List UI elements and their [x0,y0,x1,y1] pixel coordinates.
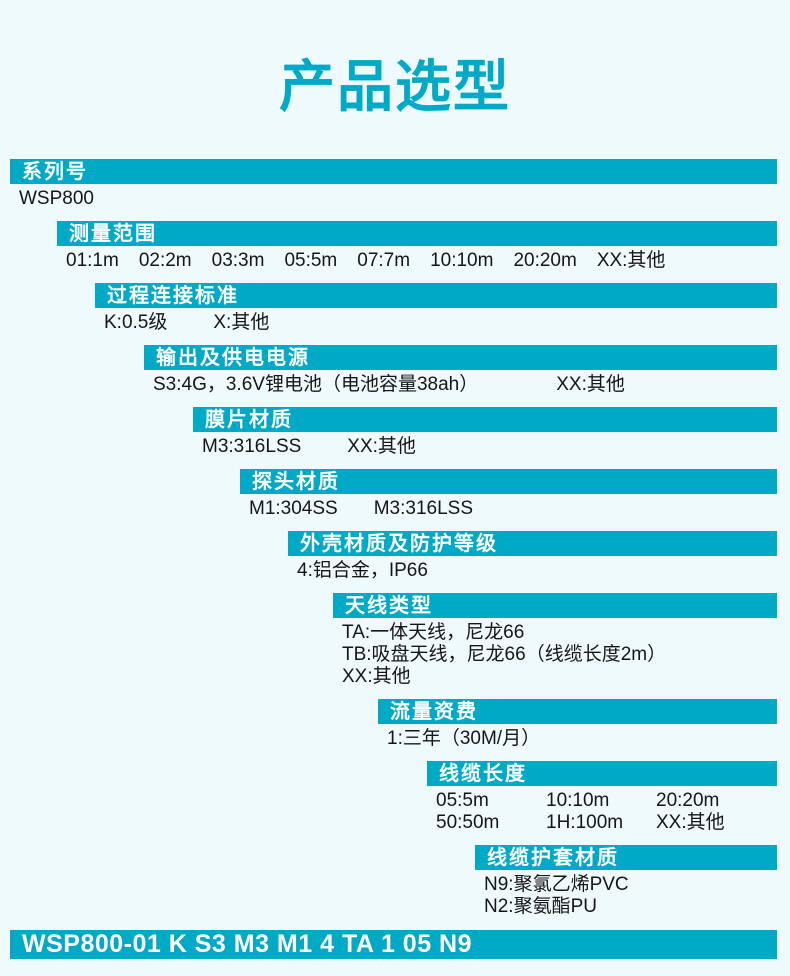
section-series-number: 系列号 WSP800 [10,159,777,210]
option-line: TB:吸盘天线，尼龙66（线缆长度2m） [342,644,777,666]
section-cable-length: 线缆长度 05:5m 10:10m 20:20m 50:50m 1H:100m XX:其他 [427,761,777,834]
section-cable-sheath-material: 线缆护套材质 N9:聚氯乙烯PVC N2:聚氨酯PU [475,845,777,918]
option-item: TB:吸盘天线，尼龙66（线缆长度2m） [342,644,667,665]
section-options: K:0.5级 X:其他 [95,308,777,334]
section-options: TA:一体天线，尼龙66 TB:吸盘天线，尼龙66（线缆长度2m） XX:其他 [333,618,777,688]
section-options: 05:5m 10:10m 20:20m 50:50m 1H:100m XX:其他 [427,786,777,834]
section-measuring-range: 测量范围 01:1m 02:2m 03:3m 05:5m 07:7m 10:10m 20:2… [57,221,777,272]
section-title: 探头材质 [252,470,340,493]
section-title: 线缆护套材质 [487,846,619,869]
option-item: 02:2m [138,250,192,271]
section-probe-material: 探头材质 M1:304SS M3:316LSS [240,469,777,520]
section-options: M3:316LSS XX:其他 [193,432,777,458]
option-item: K:0.5级 [104,312,168,333]
option-line: 05:5m 10:10m 20:20m [436,790,777,812]
option-item: 05:5m [436,790,489,811]
option-line: S3:4G，3.6V锂电池（电池容量38ah） XX:其他 [153,374,777,396]
section-title: 膜片材质 [205,408,293,431]
section-antenna-type: 天线类型 TA:一体天线，尼龙66 TB:吸盘天线，尼龙66（线缆长度2m） XX:… [333,593,777,688]
section-title: 天线类型 [345,594,433,617]
section-header-bar: 探头材质 [240,469,777,494]
option-line: M3:316LSS XX:其他 [202,436,777,458]
section-diaphragm-material: 膜片材质 M3:316LSS XX:其他 [193,407,777,458]
option-line: N9:聚氯乙烯PVC [484,874,777,896]
option-item: N9:聚氯乙烯PVC [484,874,629,895]
section-header-bar: 测量范围 [57,221,777,246]
section-header-bar: 流量资费 [378,699,777,724]
option-line: 50:50m 1H:100m XX:其他 [436,812,777,834]
section-housing-material-and-protection-rating: 外壳材质及防护等级 4:铝合金，IP66 [288,531,777,582]
section-header-bar: 外壳材质及防护等级 [288,531,777,556]
section-title: 流量资费 [390,700,478,723]
option-line: N2:聚氨酯PU [484,896,777,918]
option-item: XX:其他 [596,250,666,271]
option-line: 4:铝合金，IP66 [297,560,777,582]
option-item: XX:其他 [342,666,411,687]
option-item: 05:5m [284,250,338,271]
option-line: M1:304SS M3:316LSS [249,498,777,520]
section-options: WSP800 [10,184,777,210]
section-options: N9:聚氯乙烯PVC N2:聚氨酯PU [475,870,777,918]
option-line: K:0.5级 X:其他 [104,312,777,334]
option-item: M3:316LSS [373,498,474,519]
option-item: M3:316LSS [202,436,302,457]
option-item: 50:50m [436,812,500,833]
option-item: N2:聚氨酯PU [484,896,597,917]
option-item: 10:10m [546,790,610,811]
section-title: 线缆长度 [439,762,527,785]
section-title: 外壳材质及防护等级 [300,532,498,555]
option-item: 10:10m [430,250,494,271]
option-item: 1:三年（30M/月） [387,728,541,749]
option-item: S3:4G，3.6V锂电池（电池容量38ah） [153,374,479,395]
section-title: 系列号 [22,160,88,183]
product-code-bar: WSP800-01 K S3 M3 M1 4 TA 1 05 N9 [10,930,777,959]
product-code: WSP800-01 K S3 M3 M1 4 TA 1 05 N9 [22,930,473,958]
option-line: XX:其他 [342,666,777,688]
section-header-bar: 膜片材质 [193,407,777,432]
option-line: TA:一体天线，尼龙66 [342,622,777,644]
section-header-bar: 过程连接标准 [95,283,777,308]
option-item: WSP800 [19,188,94,209]
option-item: 4:铝合金，IP66 [297,560,428,581]
option-line: WSP800 [19,188,777,210]
option-line: 1:三年（30M/月） [387,728,777,750]
option-item: 1H:100m [546,812,624,833]
section-options: 01:1m 02:2m 03:3m 05:5m 07:7m 10:10m 20:20m XX:… [57,246,777,272]
selection-chart: 系列号 WSP800 测量范围 01:1m 02:2m 03:3m 05:5m 07:7… [0,159,790,918]
option-item: 20:20m [513,250,577,271]
section-options: M1:304SS M3:316LSS [240,494,777,520]
option-item: XX:其他 [656,812,725,833]
section-header-bar: 输出及供电电源 [144,345,777,370]
option-item: 07:7m [357,250,411,271]
option-item: 03:3m [211,250,265,271]
page-title: 产品选型 [279,55,511,118]
section-options: 1:三年（30M/月） [378,724,777,750]
section-header-bar: 天线类型 [333,593,777,618]
section-process-connection-standard: 过程连接标准 K:0.5级 X:其他 [95,283,777,334]
section-title: 测量范围 [69,222,157,245]
section-header-bar: 线缆护套材质 [475,845,777,870]
option-item: X:其他 [213,312,270,333]
section-options: S3:4G，3.6V锂电池（电池容量38ah） XX:其他 [144,370,777,396]
option-item: XX:其他 [556,374,625,395]
section-data-plan-fee: 流量资费 1:三年（30M/月） [378,699,777,750]
section-header-bar: 线缆长度 [427,761,777,786]
option-line: 01:1m 02:2m 03:3m 05:5m 07:7m 10:10m 20:20m XX:… [66,250,777,272]
option-item: XX:其他 [347,436,416,457]
option-item: 20:20m [656,790,720,811]
section-title: 输出及供电电源 [156,346,310,369]
section-output-and-power-supply: 输出及供电电源 S3:4G，3.6V锂电池（电池容量38ah） XX:其他 [144,345,777,396]
section-options: 4:铝合金，IP66 [288,556,777,582]
option-item: TA:一体天线，尼龙66 [342,622,525,643]
option-item: M1:304SS [249,498,338,519]
section-title: 过程连接标准 [107,284,239,307]
section-header-bar: 系列号 [10,159,777,184]
option-item: 01:1m [66,250,119,271]
